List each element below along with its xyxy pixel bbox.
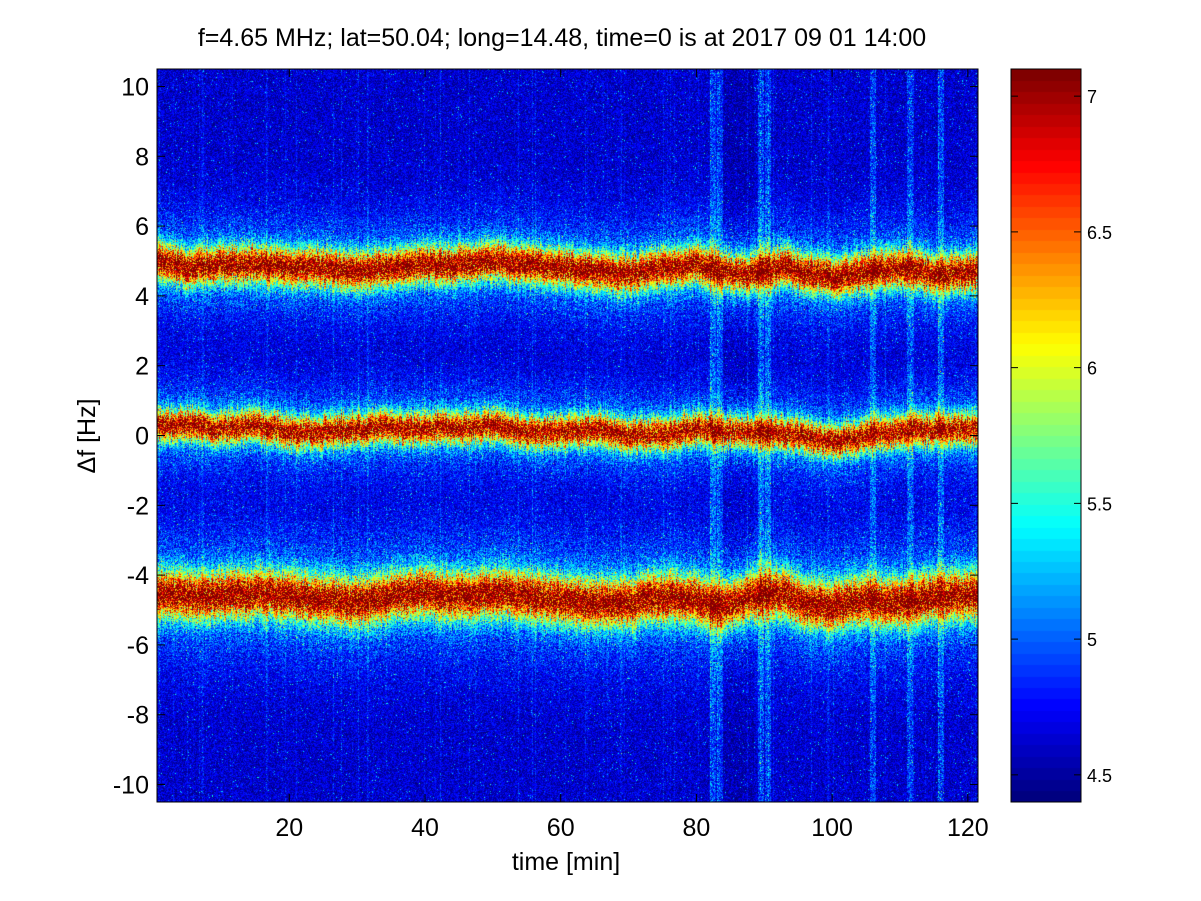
x-axis-label: time [min]: [512, 848, 620, 876]
y-tick-label: -10: [113, 772, 149, 800]
y-tick-label: 10: [121, 73, 149, 101]
y-tick-label: 8: [135, 143, 149, 171]
y-axis: 10 8 6 4 2 0 -2 -4 -6 -8 -10: [113, 73, 978, 800]
chart-title: f=4.65 MHz; lat=50.04; long=14.48, time=…: [198, 24, 926, 52]
x-tick-label: 80: [683, 814, 711, 842]
y-tick-label: 4: [135, 283, 149, 311]
x-tick-label: 100: [811, 814, 853, 842]
colorbar-tick-label: 5: [1087, 630, 1097, 650]
y-tick-label: -4: [127, 562, 149, 590]
y-tick-label: -6: [127, 632, 149, 660]
x-axis: 20 40 60 80 100 120: [275, 69, 989, 842]
colorbar-tick-label: 5.5: [1087, 494, 1112, 514]
colorbar-tick-label: 6.5: [1087, 223, 1112, 243]
x-tick-label: 20: [275, 814, 303, 842]
y-axis-label: Δf [Hz]: [73, 398, 101, 473]
colorbar: 4.5 5 5.5 6 6.5 7: [1010, 68, 1112, 803]
x-tick-label: 120: [947, 814, 989, 842]
y-tick-label: -8: [127, 702, 149, 730]
colorbar-frame: [1010, 68, 1082, 803]
colorbar-gradient: [1011, 69, 1081, 802]
heatmap: [157, 69, 978, 802]
y-tick-label: 0: [135, 423, 149, 451]
y-tick-label: 2: [135, 353, 149, 381]
y-tick-label: 6: [135, 213, 149, 241]
colorbar-raster-container: [1011, 69, 1081, 802]
heatmap-raster: [157, 69, 978, 802]
x-tick-label: 40: [411, 814, 439, 842]
colorbar-tick-label: 4.5: [1087, 766, 1112, 786]
colorbar-tick-label: 6: [1087, 359, 1097, 379]
colorbar-tick-label: 7: [1087, 87, 1097, 107]
x-tick-label: 60: [547, 814, 575, 842]
colorbar-ticks: 4.5 5 5.5 6 6.5 7: [1011, 87, 1112, 786]
y-tick-label: -2: [127, 492, 149, 520]
heatmap-raster-container: [157, 69, 978, 802]
